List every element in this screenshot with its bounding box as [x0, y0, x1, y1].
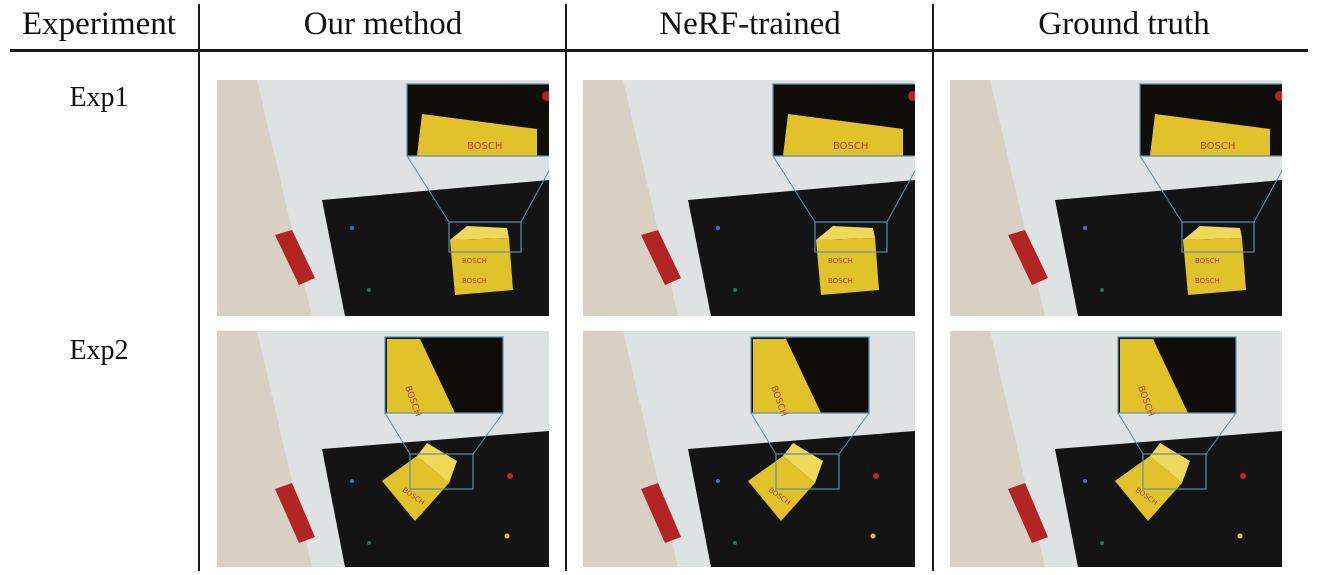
svg-text:BOSCH: BOSCH — [833, 141, 868, 152]
svg-text:BOSCH: BOSCH — [467, 141, 502, 152]
red-object — [1008, 483, 1048, 543]
red-object — [275, 483, 315, 543]
exp2-nerf-trained-image: BOSCH BOSCH — [583, 331, 915, 567]
column-header-experiment: Experiment — [22, 5, 176, 42]
svg-text:BOSCH: BOSCH — [462, 277, 487, 285]
svg-text:BOSCH: BOSCH — [828, 277, 853, 285]
row-label-exp1: Exp1 — [69, 82, 129, 113]
column-header-ground-truth: Ground truth — [1038, 5, 1210, 42]
svg-text:BOSCH: BOSCH — [1195, 277, 1220, 285]
svg-text:BOSCH: BOSCH — [1195, 257, 1220, 265]
red-object — [641, 483, 681, 543]
red-object — [641, 230, 681, 285]
exp1-ground-truth-image: BOSCH BOSCH BOSCH — [950, 80, 1282, 316]
black-board — [322, 431, 549, 567]
column-divider — [932, 4, 934, 571]
black-board — [688, 431, 915, 567]
yellow-box: BOSCH BOSCH — [1183, 226, 1246, 295]
svg-text:BOSCH: BOSCH — [1200, 141, 1235, 152]
header-rule — [10, 49, 1308, 52]
red-object — [1008, 230, 1048, 285]
column-header-our-method: Our method — [303, 5, 463, 42]
exp2-our-method-image: BOSCH BOSCH — [217, 331, 549, 567]
yellow-box: BOSCH BOSCH — [816, 226, 879, 295]
svg-text:BOSCH: BOSCH — [828, 257, 853, 265]
exp1-nerf-trained-image: BOSCH BOSCH BOSCH — [583, 80, 915, 316]
row-label-exp2: Exp2 — [69, 335, 129, 366]
column-divider — [198, 4, 200, 571]
column-divider — [565, 4, 567, 571]
black-board — [1055, 431, 1282, 567]
column-header-nerf-trained: NeRF-trained — [659, 5, 841, 42]
yellow-box: BOSCH BOSCH — [450, 226, 513, 295]
exp2-ground-truth-image: BOSCH BOSCH — [950, 331, 1282, 567]
exp1-our-method-image: BOSCH BOSCH BOSCH — [217, 80, 549, 316]
svg-text:BOSCH: BOSCH — [462, 257, 487, 265]
red-object — [275, 230, 315, 285]
